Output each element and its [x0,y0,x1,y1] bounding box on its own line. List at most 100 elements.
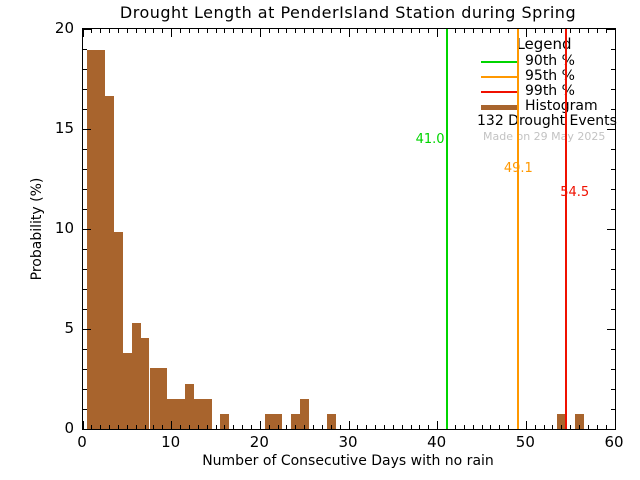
x-tick [508,425,510,429]
x-tick [268,425,270,429]
histogram-bar-day-9 [158,368,168,429]
x-tick [259,421,261,429]
y-tick [83,428,91,430]
legend-entry-label: Histogram [525,98,598,114]
percentile-line-99th [565,29,568,429]
y-tick [607,428,615,430]
y-tick [83,248,87,250]
x-tick [472,425,474,429]
x-tick [117,425,119,429]
y-tick [83,388,87,390]
x-tick [162,29,164,33]
legend-entry-label: 90th % [525,53,575,69]
x-tick [286,425,288,429]
y-tick [611,108,615,110]
x-tick [596,425,598,429]
chart-title: Drought Length at PenderIsland Station d… [119,3,577,22]
x-tick [321,425,323,429]
histogram-bar-day-22 [273,413,283,429]
x-tick [534,425,536,429]
x-tick [197,29,199,33]
x-tick [304,425,306,429]
watermark-text: Made on 29 May 2025 [483,130,606,143]
x-tick [313,29,315,33]
x-tick [82,421,84,429]
y-tick [83,328,91,330]
y-tick [607,28,615,30]
x-tick [82,29,84,37]
x-tick [91,29,93,33]
x-tick [419,29,421,33]
x-tick [552,425,554,429]
y-tick [83,268,87,270]
x-tick [91,425,93,429]
x-tick [410,425,412,429]
x-tick [348,29,350,37]
y-tick [611,388,615,390]
legend-events-count: 132 Drought Events [477,113,617,129]
x-tick [481,29,483,33]
x-tick [180,425,182,429]
histogram-bar-day-3 [105,95,115,429]
y-tick [611,248,615,250]
y-tick [83,128,91,130]
x-tick [490,425,492,429]
x-tick [587,425,589,429]
x-tick [552,29,554,33]
x-tick [481,425,483,429]
legend-entry-label: 99th % [525,83,575,99]
histogram-bar-day-21 [264,413,274,429]
x-tick-label: 10 [161,433,181,451]
x-tick [375,29,377,33]
x-tick [437,421,439,429]
y-tick [83,108,87,110]
x-tick [579,29,581,33]
histogram-bar-day-28 [326,413,336,429]
x-tick [126,425,128,429]
x-tick [250,425,252,429]
x-tick [366,425,368,429]
x-tick [499,425,501,429]
x-tick [162,425,164,429]
x-tick [321,29,323,33]
x-tick-label: 40 [427,433,447,451]
x-tick-label: 50 [515,433,535,451]
legend-title: Legend [516,35,572,53]
x-tick [313,425,315,429]
x-tick [490,29,492,33]
x-tick [339,29,341,33]
x-tick [357,425,359,429]
histogram-bar-day-54 [557,413,567,429]
y-tick [83,88,87,90]
x-tick [605,29,607,33]
x-tick [259,29,261,37]
histogram-bar-day-7 [140,338,150,429]
x-tick-label: 30 [338,433,358,451]
percentile-line-95th [517,29,520,429]
x-tick [206,29,208,33]
x-tick [126,29,128,33]
x-tick [561,29,563,33]
x-tick [242,29,244,33]
histogram-bar-day-4 [114,232,123,429]
x-tick [570,425,572,429]
x-tick [383,425,385,429]
x-tick [437,29,439,37]
x-tick [508,29,510,33]
y-tick [611,368,615,370]
histogram-bar-day-25 [300,398,310,429]
x-tick [454,29,456,33]
x-tick [570,29,572,33]
y-tick [611,168,615,170]
x-tick [419,425,421,429]
x-tick [224,425,226,429]
x-tick [454,425,456,429]
x-tick [401,29,403,33]
x-tick [233,29,235,33]
y-tick [83,168,87,170]
x-tick [224,29,226,33]
legend-swatch-99th [481,91,518,93]
y-tick-label: 0 [64,419,74,437]
y-tick [611,408,615,410]
